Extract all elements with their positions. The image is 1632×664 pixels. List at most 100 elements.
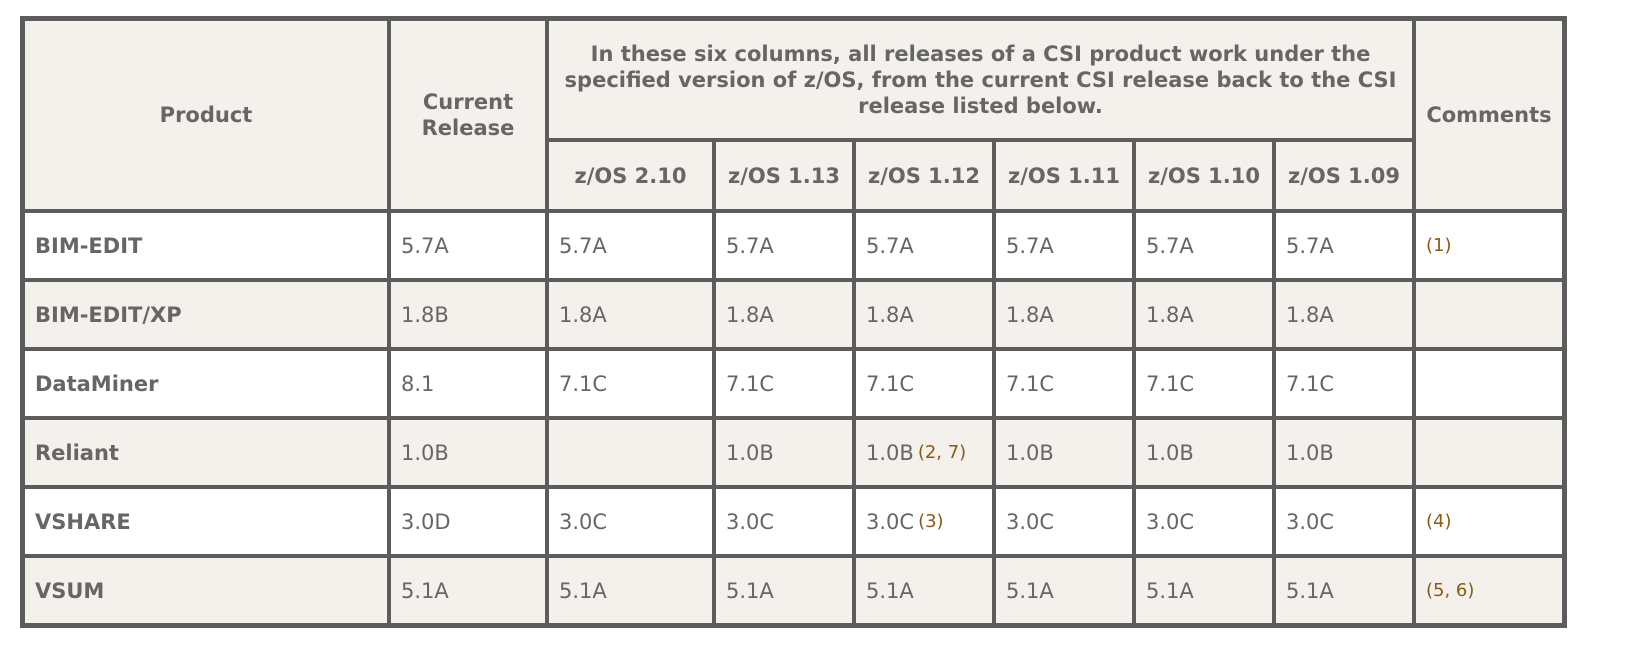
header-zos-span-description: In these six columns, all releases of a … [547, 19, 1414, 140]
zos-release-cell-value: 7.1C [1006, 372, 1054, 396]
header-current-release: Current Release [389, 19, 547, 211]
zos-release-cell: 7.1C [1134, 349, 1274, 418]
zos-release-cell-value: 7.1C [866, 372, 914, 396]
zos-release-cell: 5.7A [714, 211, 854, 280]
zos-release-cell: 3.0C [1274, 487, 1414, 556]
zos-release-cell-value: 5.1A [866, 579, 914, 603]
table-body: BIM-EDIT 5.7A 5.7A 5.7A 5.7A 5.7A 5.7A 5.7A (1) B… [23, 211, 1564, 625]
header-zos-2-10: z/OS 2.10 [547, 140, 714, 211]
zos-release-cell-value: 3.0C [1146, 510, 1194, 534]
zos-release-cell-value: 5.1A [1006, 579, 1054, 603]
zos-release-cell-value: 1.8A [726, 303, 774, 327]
product-name-cell-value: VSUM [35, 579, 104, 603]
zos-release-cell-value: 5.7A [866, 234, 914, 258]
zos-release-cell-value: 7.1C [1146, 372, 1194, 396]
zos-release-cell-value: 5.7A [1146, 234, 1194, 258]
zos-release-cell: 1.0B [994, 418, 1134, 487]
table-row: Reliant 1.0B 1.0B 1.0B (2, 7) 1.0B 1.0B 1.0B [23, 418, 1564, 487]
comments-cell: (1) [1414, 211, 1564, 280]
zos-release-cell-value: 7.1C [559, 372, 607, 396]
zos-release-cell-value: 1.0B [1286, 441, 1334, 465]
header-product: Product [23, 19, 389, 211]
zos-release-cell: 1.8A [854, 280, 994, 349]
product-name-cell: DataMiner [23, 349, 389, 418]
current-release-cell-value: 8.1 [401, 372, 434, 396]
zos-release-cell-value: 5.1A [1146, 579, 1194, 603]
zos-release-cell: 3.0C [547, 487, 714, 556]
zos-release-cell-value: 1.8A [559, 303, 607, 327]
zos-release-cell-value: 3.0C [1006, 510, 1054, 534]
comments-cell [1414, 418, 1564, 487]
header-zos-1-11: z/OS 1.11 [994, 140, 1134, 211]
zos-release-cell-value: 1.0B [866, 441, 914, 465]
zos-release-cell-value: 3.0C [1286, 510, 1334, 534]
current-release-cell: 1.8B [389, 280, 547, 349]
zos-release-cell: 1.0B (2, 7) [854, 418, 994, 487]
zos-release-cell-value: 3.0C [559, 510, 607, 534]
zos-release-cell: 1.8A [547, 280, 714, 349]
header-zos-1-13: z/OS 1.13 [714, 140, 854, 211]
zos-release-cell: 1.8A [994, 280, 1134, 349]
comments-cell [1414, 349, 1564, 418]
zos-release-cell [547, 418, 714, 487]
table-row: VSUM 5.1A 5.1A 5.1A 5.1A 5.1A 5.1A 5.1A (5, 6) [23, 556, 1564, 625]
zos-release-cell-value: 3.0C [866, 510, 914, 534]
zos-release-cell: 3.0C [714, 487, 854, 556]
zos-release-cell: 3.0C (3) [854, 487, 994, 556]
current-release-cell: 1.0B [389, 418, 547, 487]
product-name-cell: BIM-EDIT [23, 211, 389, 280]
zos-release-cell: 7.1C [994, 349, 1134, 418]
product-name-cell: BIM-EDIT/XP [23, 280, 389, 349]
comments-cell: (5, 6) [1414, 556, 1564, 625]
zos-release-cell: 5.7A [547, 211, 714, 280]
product-name-cell-value: BIM-EDIT/XP [35, 303, 182, 327]
zos-release-cell: 1.0B [1274, 418, 1414, 487]
zos-release-cell: 5.1A [1274, 556, 1414, 625]
table-row: BIM-EDIT/XP 1.8B 1.8A 1.8A 1.8A 1.8A 1.8A 1.8A [23, 280, 1564, 349]
zos-release-cell: 3.0C [1134, 487, 1274, 556]
zos-release-cell-value: 5.7A [1286, 234, 1334, 258]
zos-release-cell: 5.7A [854, 211, 994, 280]
zos-release-cell-value: 5.1A [559, 579, 607, 603]
zos-release-cell: 5.1A [1134, 556, 1274, 625]
zos-release-cell-value: 5.7A [1006, 234, 1054, 258]
zos-release-cell: 5.7A [994, 211, 1134, 280]
compatibility-table-wrapper: Product Current Release In these six col… [20, 16, 1567, 628]
zos-release-cell: 7.1C [714, 349, 854, 418]
compatibility-table: Product Current Release In these six col… [20, 16, 1567, 628]
zos-release-cell-value: 5.1A [1286, 579, 1334, 603]
zos-release-cell-value: 7.1C [726, 372, 774, 396]
table-row: BIM-EDIT 5.7A 5.7A 5.7A 5.7A 5.7A 5.7A 5.7A (1) [23, 211, 1564, 280]
zos-release-cell: 5.1A [994, 556, 1134, 625]
zos-release-cell-value: 1.0B [1146, 441, 1194, 465]
product-name-cell: VSHARE [23, 487, 389, 556]
zos-release-cell-value: 5.7A [726, 234, 774, 258]
zos-release-cell-value: 1.8A [1006, 303, 1054, 327]
header-zos-1-10: z/OS 1.10 [1134, 140, 1274, 211]
zos-release-cell-value: 1.0B [726, 441, 774, 465]
footnote-reference: (3) [918, 511, 944, 532]
product-name-cell: Reliant [23, 418, 389, 487]
footnote-reference: (1) [1426, 235, 1452, 256]
zos-release-cell: 7.1C [1274, 349, 1414, 418]
zos-release-cell-value: 5.7A [559, 234, 607, 258]
zos-release-cell: 1.0B [1134, 418, 1274, 487]
current-release-cell-value: 3.0D [401, 510, 451, 534]
zos-release-cell: 5.7A [1134, 211, 1274, 280]
zos-release-cell: 5.1A [714, 556, 854, 625]
zos-release-cell: 5.7A [1274, 211, 1414, 280]
zos-release-cell: 7.1C [547, 349, 714, 418]
current-release-cell: 5.1A [389, 556, 547, 625]
zos-release-cell-value: 7.1C [1286, 372, 1334, 396]
comments-cell: (4) [1414, 487, 1564, 556]
product-name-cell-value: BIM-EDIT [35, 234, 142, 258]
zos-release-cell-value: 1.8A [1146, 303, 1194, 327]
current-release-cell-value: 1.0B [401, 441, 449, 465]
table-row: DataMiner 8.1 7.1C 7.1C 7.1C 7.1C 7.1C 7.1C [23, 349, 1564, 418]
zos-release-cell-value: 1.8A [1286, 303, 1334, 327]
zos-release-cell: 5.1A [854, 556, 994, 625]
zos-release-cell: 1.8A [1134, 280, 1274, 349]
current-release-cell: 5.7A [389, 211, 547, 280]
footnote-reference: (5, 6) [1426, 580, 1474, 601]
zos-release-cell: 5.1A [547, 556, 714, 625]
